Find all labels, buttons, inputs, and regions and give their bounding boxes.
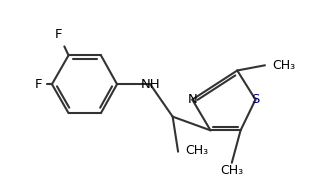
Text: CH₃: CH₃ [272, 59, 295, 72]
Text: CH₃: CH₃ [186, 144, 209, 157]
Text: N: N [187, 93, 197, 106]
Text: F: F [34, 78, 42, 91]
Text: NH: NH [140, 78, 160, 91]
Text: F: F [55, 28, 62, 41]
Text: CH₃: CH₃ [220, 164, 243, 177]
Text: S: S [251, 93, 260, 106]
